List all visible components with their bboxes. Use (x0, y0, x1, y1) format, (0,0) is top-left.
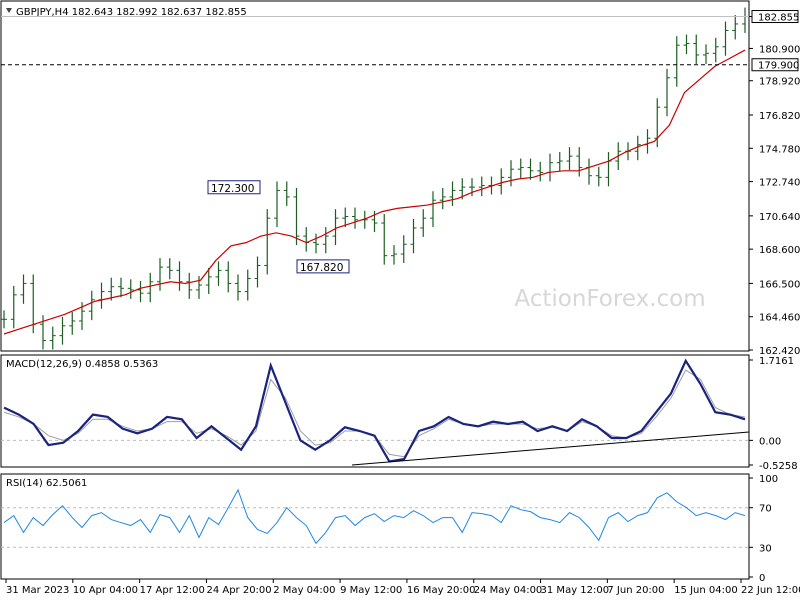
price-y-tick-label: 164.460 (759, 313, 800, 324)
rsi-y-tick-label: 0 (759, 573, 765, 584)
price-y-axis: 180.900 178.920 176.820 174.780 172.740 170.6… (749, 16, 800, 357)
support-label: 179.900 (758, 61, 799, 72)
macd-trendline (351, 431, 750, 466)
x-tick-label: 7 Jun 20:00 (607, 585, 664, 596)
current-price-label: 182.855 (758, 13, 799, 24)
macd-y-tick-label: 1.7161 (759, 356, 794, 367)
support-label-box (751, 58, 799, 72)
rsi-y-axis: 100 70 30 0 (749, 474, 778, 584)
x-tick-label: 16 May 20:00 (407, 585, 476, 596)
price-y-tick-label: 170.640 (759, 212, 800, 223)
x-tick-label: 22 Jun 12:00 (741, 585, 800, 596)
macd-panel-header: MACD(12,26,9) 0.4858 0.5363 (6, 359, 158, 370)
rsi-panel-header: RSI(14) 62.5061 (6, 478, 87, 489)
price-y-tick-label: 180.900 (759, 44, 800, 55)
price-panel-frame (0, 0, 750, 352)
annotation-high-label: 172.300 (211, 183, 254, 195)
x-tick-label: 10 Apr 04:00 (73, 585, 138, 596)
x-tick-label: 24 May 04:00 (474, 585, 543, 596)
price-y-tick-label: 172.740 (759, 178, 800, 189)
annotation-high-box (207, 180, 261, 195)
rsi-y-tick-label: 70 (759, 504, 772, 515)
rsi-y-tick-label: 30 (759, 543, 772, 554)
x-tick-label: 15 Jun 04:00 (674, 585, 738, 596)
x-tick-label: 24 Apr 20:00 (206, 585, 271, 596)
x-tick-label: 31 Mar 2023 (6, 585, 69, 596)
price-y-tick-label: 166.500 (759, 279, 800, 290)
price-symbol-icon (6, 8, 12, 13)
x-tick-label: 31 May 12:00 (541, 585, 610, 596)
macd-y-tick-label: -0.5258 (759, 461, 798, 472)
price-y-tick-label: 174.780 (759, 144, 800, 155)
price-y-tick-label: 168.600 (759, 245, 800, 256)
macd-y-axis: 1.7161 0.00 -0.5258 (749, 356, 798, 472)
macd-panel-frame (0, 354, 750, 468)
x-axis: 31 Mar 2023 10 Apr 04:00 17 Apr 12:00 24 Ap… (5, 579, 800, 596)
annotation-low-box (296, 259, 350, 274)
price-y-tick-label: 162.420 (759, 346, 800, 357)
x-tick-label: 17 Apr 12:00 (140, 585, 205, 596)
macd-y-tick-label: 0.00 (759, 436, 781, 447)
annotation-low: 167.820 (296, 259, 350, 274)
macd-main-line (3, 358, 746, 463)
price-panel-header: GBPJPY,H4 182.643 182.992 182.637 182.85… (16, 7, 247, 18)
watermark-text: ActionForex.com (514, 286, 705, 312)
x-tick-label: 9 May 12:00 (340, 585, 402, 596)
rsi-panel-frame (0, 473, 750, 580)
moving-average-line (3, 49, 746, 335)
x-tick-label: 2 May 04:00 (273, 585, 335, 596)
rsi-line (3, 488, 746, 545)
annotation-high: 172.300 (207, 180, 261, 195)
rsi-level-lines (1, 507, 749, 548)
current-price-label-box (751, 10, 799, 24)
rsi-y-tick-label: 100 (759, 474, 778, 485)
price-y-tick-label: 178.920 (759, 77, 800, 88)
price-y-tick-label: 176.820 (759, 111, 800, 122)
annotation-low-label: 167.820 (300, 262, 343, 274)
price-bars (1, 7, 748, 350)
